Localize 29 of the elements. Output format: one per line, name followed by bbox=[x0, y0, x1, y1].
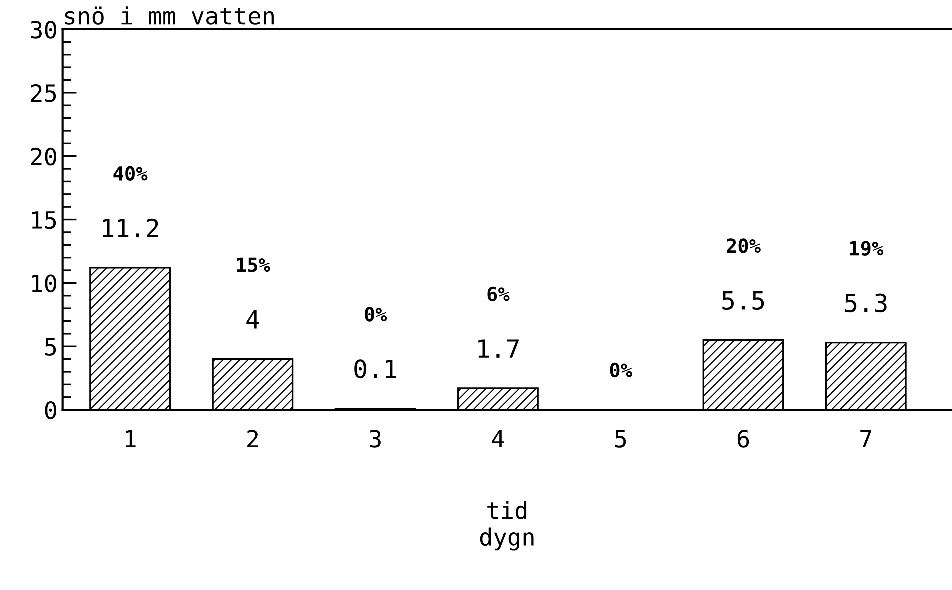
x-axis-title: tid dygn bbox=[480, 501, 534, 551]
annotation: 6% bbox=[488, 286, 510, 302]
y-tick-label: 10 bbox=[32, 274, 56, 293]
x-tick-label: 2 bbox=[248, 430, 258, 448]
y-tick-label: 25 bbox=[31, 84, 56, 102]
data-label: 4 bbox=[246, 310, 260, 329]
annotation: 0% bbox=[365, 307, 388, 322]
x-tick-label: 7 bbox=[860, 430, 872, 448]
x-tick-label: 6 bbox=[738, 430, 750, 448]
data-label: 1.7 bbox=[478, 340, 519, 358]
x-tick-label: 5 bbox=[615, 430, 626, 448]
x-tick-label: 1 bbox=[126, 430, 136, 448]
annotation: 40% bbox=[114, 166, 148, 182]
y-tick-label: 20 bbox=[31, 148, 56, 166]
data-label: 5.5 bbox=[722, 291, 764, 310]
x-tick-label: 4 bbox=[492, 430, 504, 448]
x-tick-label: 3 bbox=[370, 430, 381, 448]
chart-title: snö i mm vatten bbox=[65, 6, 274, 25]
annotation: 0% bbox=[610, 362, 632, 378]
data-label: 5.3 bbox=[845, 294, 887, 313]
data-label: 11.2 bbox=[103, 218, 158, 238]
data-label: 0.1 bbox=[354, 360, 396, 379]
y-tick-label: 5 bbox=[45, 338, 56, 356]
y-tick-label: 30 bbox=[31, 21, 56, 39]
annotation: 15% bbox=[237, 258, 270, 272]
y-tick-label: 15 bbox=[32, 212, 56, 230]
y-tick-label: 0 bbox=[45, 402, 56, 420]
annotation: 19% bbox=[850, 241, 884, 256]
annotation: 20% bbox=[727, 238, 761, 254]
